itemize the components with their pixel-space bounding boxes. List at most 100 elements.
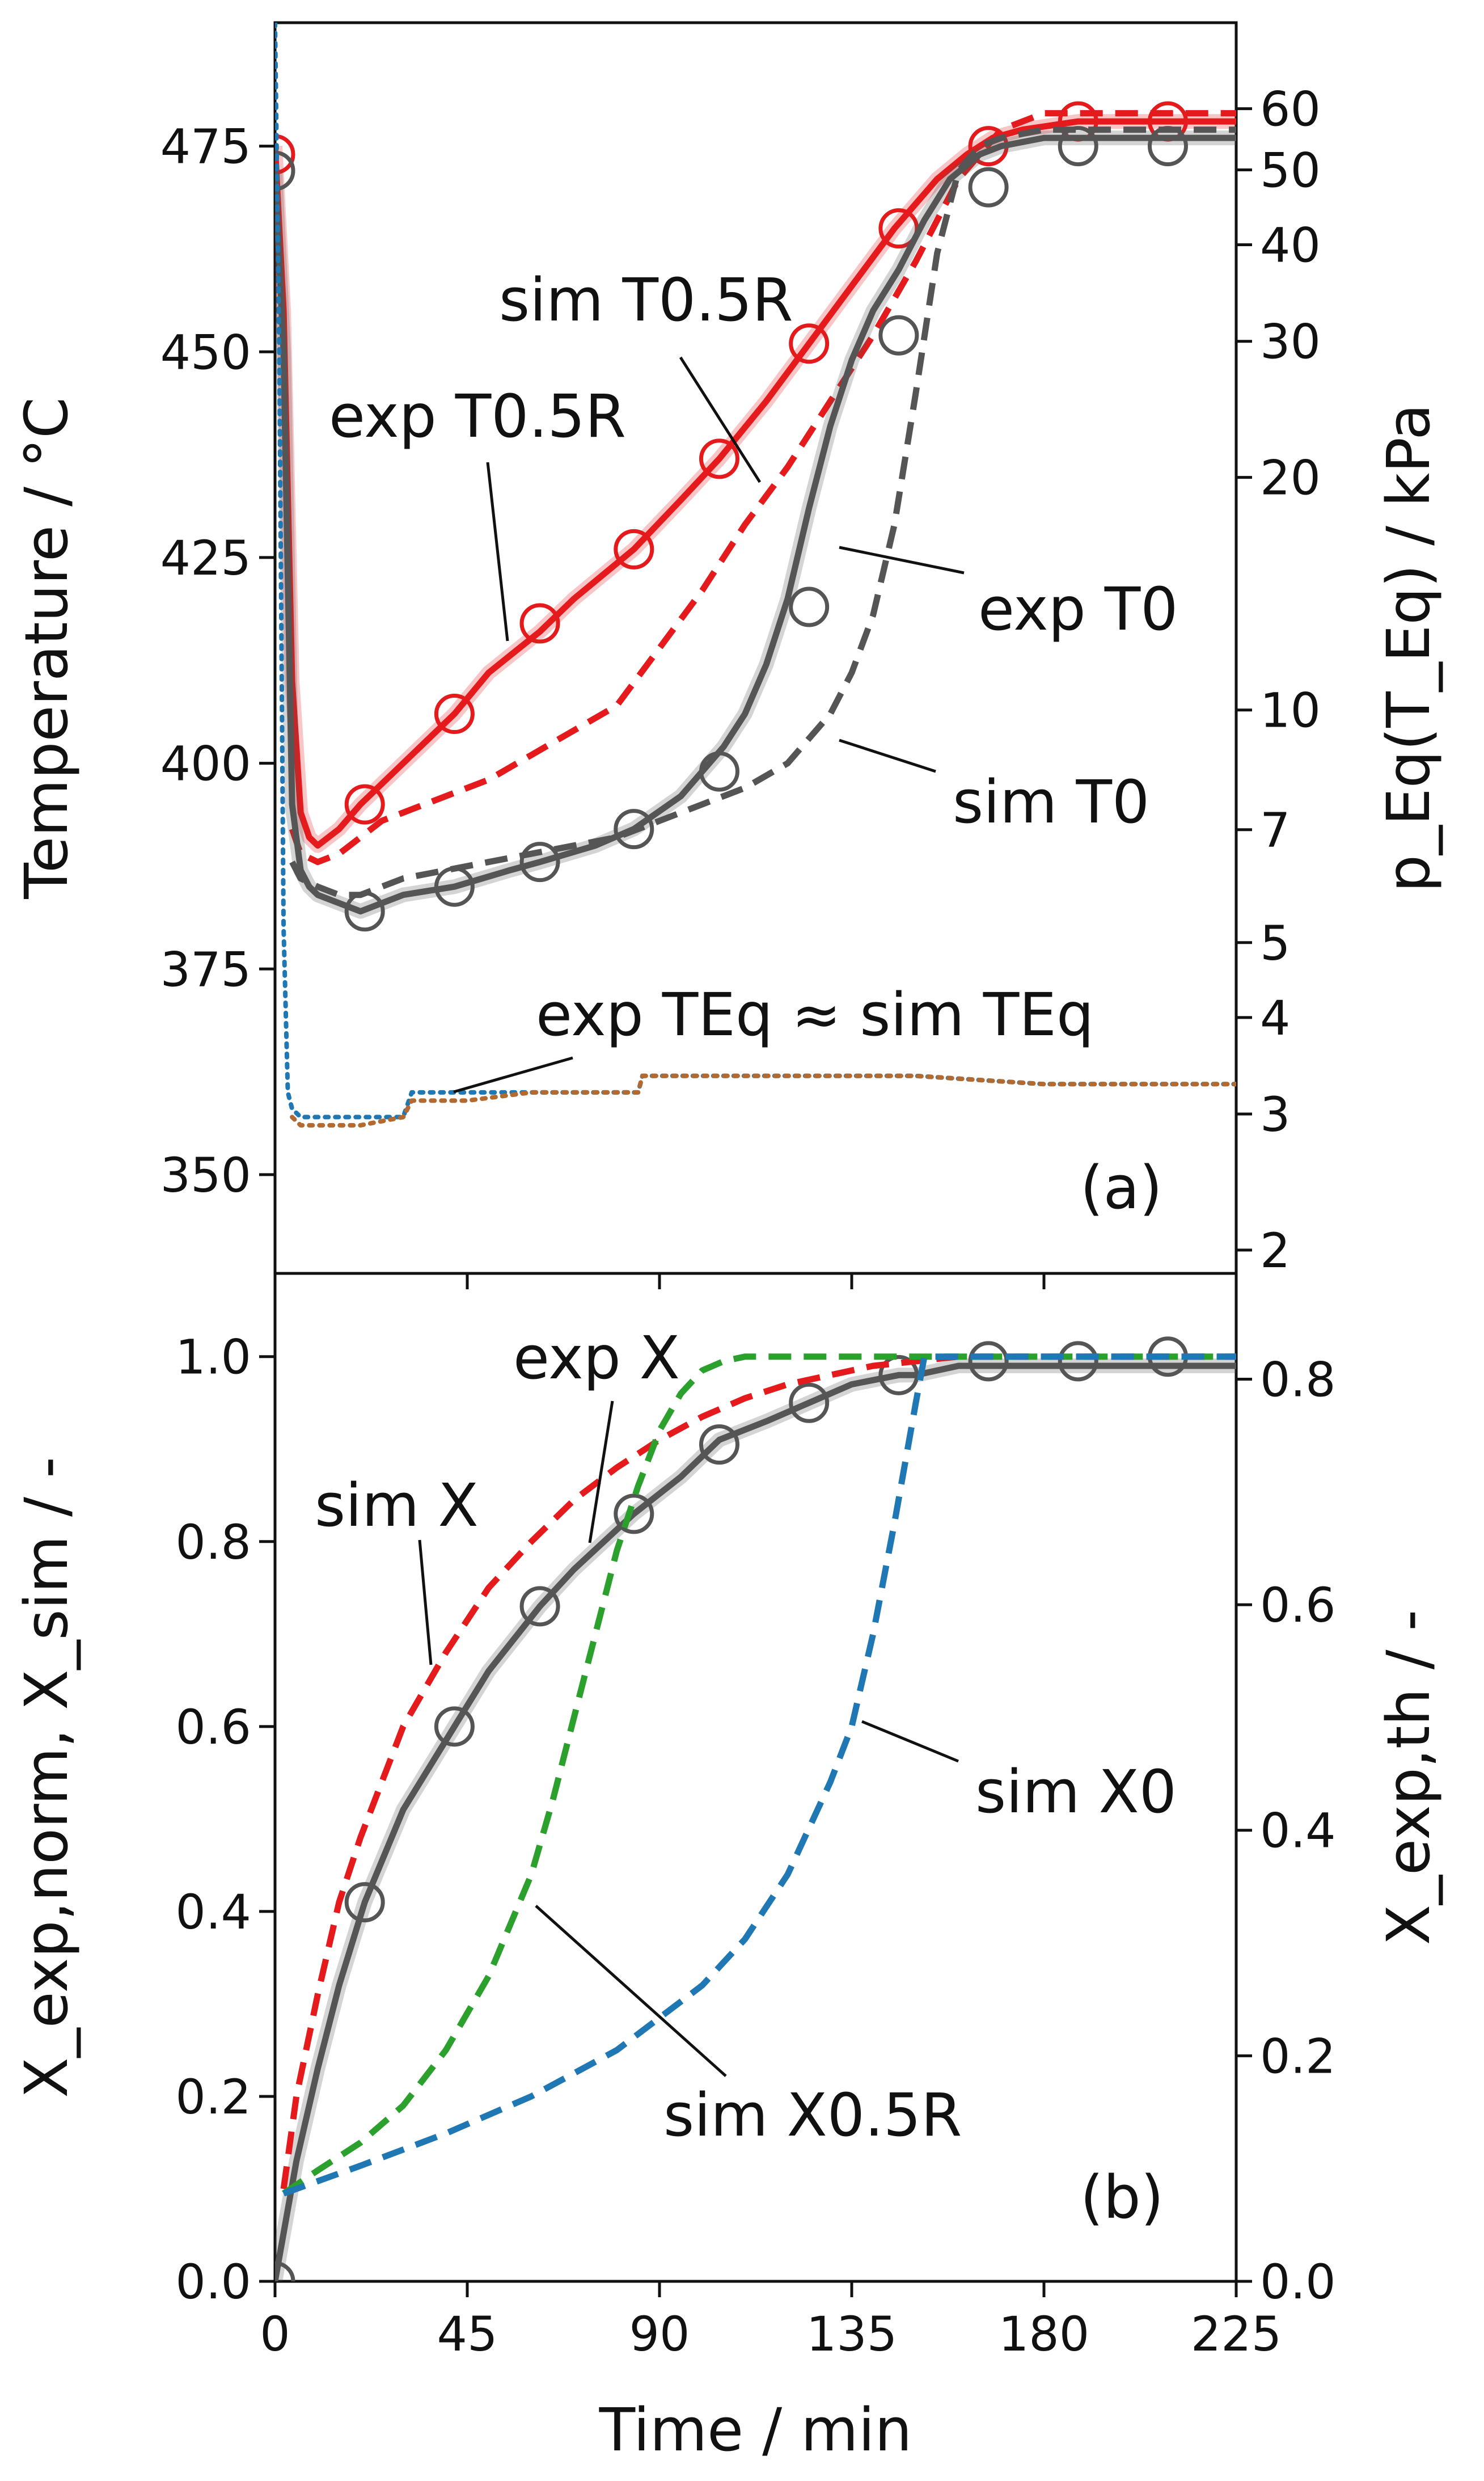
leader-sim-x05r	[535, 1905, 727, 2077]
series-line-sim-x	[280, 1353, 1236, 2189]
y2-tick-label: 0.4	[1260, 1803, 1336, 1859]
marker-exp-x	[878, 1355, 919, 1395]
y-tick-label: 425	[160, 530, 251, 586]
y2-tick-label: 3	[1260, 1087, 1290, 1142]
y2-tick-label: 0.6	[1260, 1577, 1336, 1633]
series-line-exp-t0-5r	[275, 118, 1236, 849]
y2-axis-title-a: p_Eq(T_Eq) / kPa	[1374, 404, 1443, 892]
annotation-sim-t0: sim T0	[953, 767, 1149, 837]
y-tick-label: 0.6	[175, 1699, 251, 1755]
marker-exp-t0	[789, 587, 830, 627]
panel-label-b: (b)	[1080, 2163, 1164, 2232]
leader-sim-x0	[861, 1720, 959, 1763]
x-tick-label: 90	[629, 2306, 690, 2362]
panel-label-a: (a)	[1080, 1153, 1162, 1222]
y2-tick-label: 10	[1260, 683, 1321, 739]
y2-tick-label: 60	[1260, 82, 1321, 137]
annotation-teq: exp TEq ≈ sim TEq	[536, 980, 1094, 1049]
annotations-b: exp X sim X sim X0 sim X0.5R (b)	[315, 1323, 1177, 2232]
leader-exp-t05r	[486, 462, 509, 642]
y-tick-label: 1.0	[175, 1330, 251, 1385]
series-line-sim-t0-5r	[289, 110, 1236, 866]
y-tick-label: 475	[160, 119, 251, 175]
y2-axis-title-b: X_exp,th / -	[1374, 1610, 1443, 1945]
series-line-sim-teq	[290, 1073, 1236, 1128]
marker-exp-t0-5r	[344, 784, 385, 825]
marker-exp-x	[789, 1382, 830, 1423]
leader-exp-t0	[839, 546, 965, 575]
marker-exp-t0	[1058, 126, 1098, 167]
x-tick-label: 180	[999, 2306, 1089, 2362]
marker-exp-x	[968, 1341, 1009, 1382]
marker-exp-t0	[878, 315, 919, 356]
marker-exp-x	[344, 1882, 385, 1923]
marker-exp-x	[699, 1424, 739, 1465]
y2-tick-label: 2	[1260, 1223, 1290, 1279]
x-tick-label: 45	[437, 2306, 498, 2362]
leader-sim-t05r	[679, 356, 762, 483]
y-tick-label: 0.0	[175, 2254, 251, 2310]
x-axis-title: Time / min	[599, 2395, 912, 2465]
y-tick-label: 400	[160, 736, 251, 792]
marker-exp-t0-5r	[434, 694, 475, 735]
y-axis-title-b: X_exp,norm, X_sim / -	[12, 1457, 81, 2098]
x-tick-label: 135	[806, 2306, 897, 2362]
y-tick-label: 0.2	[175, 2069, 251, 2125]
plot-area-a	[275, 23, 1236, 1128]
marker-exp-t0-5r	[699, 438, 739, 479]
y2-tick-label: 0.0	[1260, 2254, 1336, 2310]
marker-exp-t0-5r	[614, 529, 654, 569]
y-tick-label: 375	[160, 942, 251, 997]
marker-exp-x	[614, 1493, 654, 1534]
plot-frame-b	[273, 1272, 1238, 2283]
y2-tick-label: 0.2	[1260, 2028, 1336, 2084]
y-tick-label: 0.4	[175, 1884, 251, 1940]
marker-exp-t0	[968, 167, 1009, 208]
y-tick-label: 350	[160, 1147, 251, 1203]
leader-teq	[453, 1056, 573, 1094]
leader-exp-x	[588, 1400, 614, 1543]
y2-tick-label: 30	[1260, 314, 1321, 370]
annotation-sim-x0: sim X0	[975, 1757, 1177, 1826]
marker-exp-t0-5r	[519, 603, 560, 644]
marker-exp-t0	[519, 842, 560, 883]
leader-lines	[418, 356, 965, 2077]
y2-tick-label: 40	[1260, 218, 1321, 273]
marker-exp-x	[434, 1706, 475, 1747]
series-line-sim-t0	[289, 126, 1236, 898]
y2-tick-label: 5	[1260, 915, 1290, 971]
x-tick-label: 225	[1191, 2306, 1282, 2362]
marker-exp-x	[1058, 1341, 1098, 1382]
y-tick-label: 0.8	[175, 1514, 251, 1570]
y2-tick-label: 7	[1260, 803, 1290, 858]
annotation-exp-t0: exp T0	[978, 575, 1178, 644]
series-line-exp-teq	[275, 23, 1236, 1120]
annotation-sim-x: sim X	[315, 1471, 479, 1540]
panel-b: 0.0 0.2 0.4 0.6 0.8 1.0 0.0 0.2 0.4 0.6 0.8 0 45 90 13…	[12, 1272, 1443, 2465]
y2-tick-label: 50	[1260, 142, 1321, 198]
series-band-exp-t0-5r	[275, 114, 1236, 853]
annotations-a: sim T0.5R exp T0.5R exp T0 sim T0 exp TE…	[329, 265, 1178, 1222]
y2-tick-label: 0.8	[1260, 1352, 1336, 1407]
annotation-sim-t05r: sim T0.5R	[499, 265, 793, 335]
marker-exp-t0-5r	[275, 134, 295, 175]
y2-tick-label: 20	[1260, 450, 1321, 506]
annotation-sim-x05r: sim X0.5R	[663, 2081, 962, 2150]
marker-exp-t0	[614, 809, 654, 850]
marker-exp-t0-5r	[789, 323, 830, 364]
marker-exp-x	[519, 1586, 560, 1627]
y-tick-label: 450	[160, 324, 251, 380]
series-line-sim-x0-5r	[282, 1353, 1236, 2196]
y2-tick-label: 4	[1260, 990, 1290, 1046]
annotation-exp-t05r: exp T0.5R	[329, 382, 626, 451]
series-line-exp-t0	[275, 134, 1236, 915]
marker-exp-t0	[699, 751, 739, 792]
series-line-sim-x0	[282, 1353, 1236, 2197]
leader-sim-x	[418, 1539, 433, 1665]
annotation-exp-x: exp X	[513, 1323, 680, 1393]
plot-area-b	[275, 1336, 1236, 2281]
x-tick-label: 0	[260, 2306, 290, 2362]
leader-sim-t0	[839, 739, 936, 773]
